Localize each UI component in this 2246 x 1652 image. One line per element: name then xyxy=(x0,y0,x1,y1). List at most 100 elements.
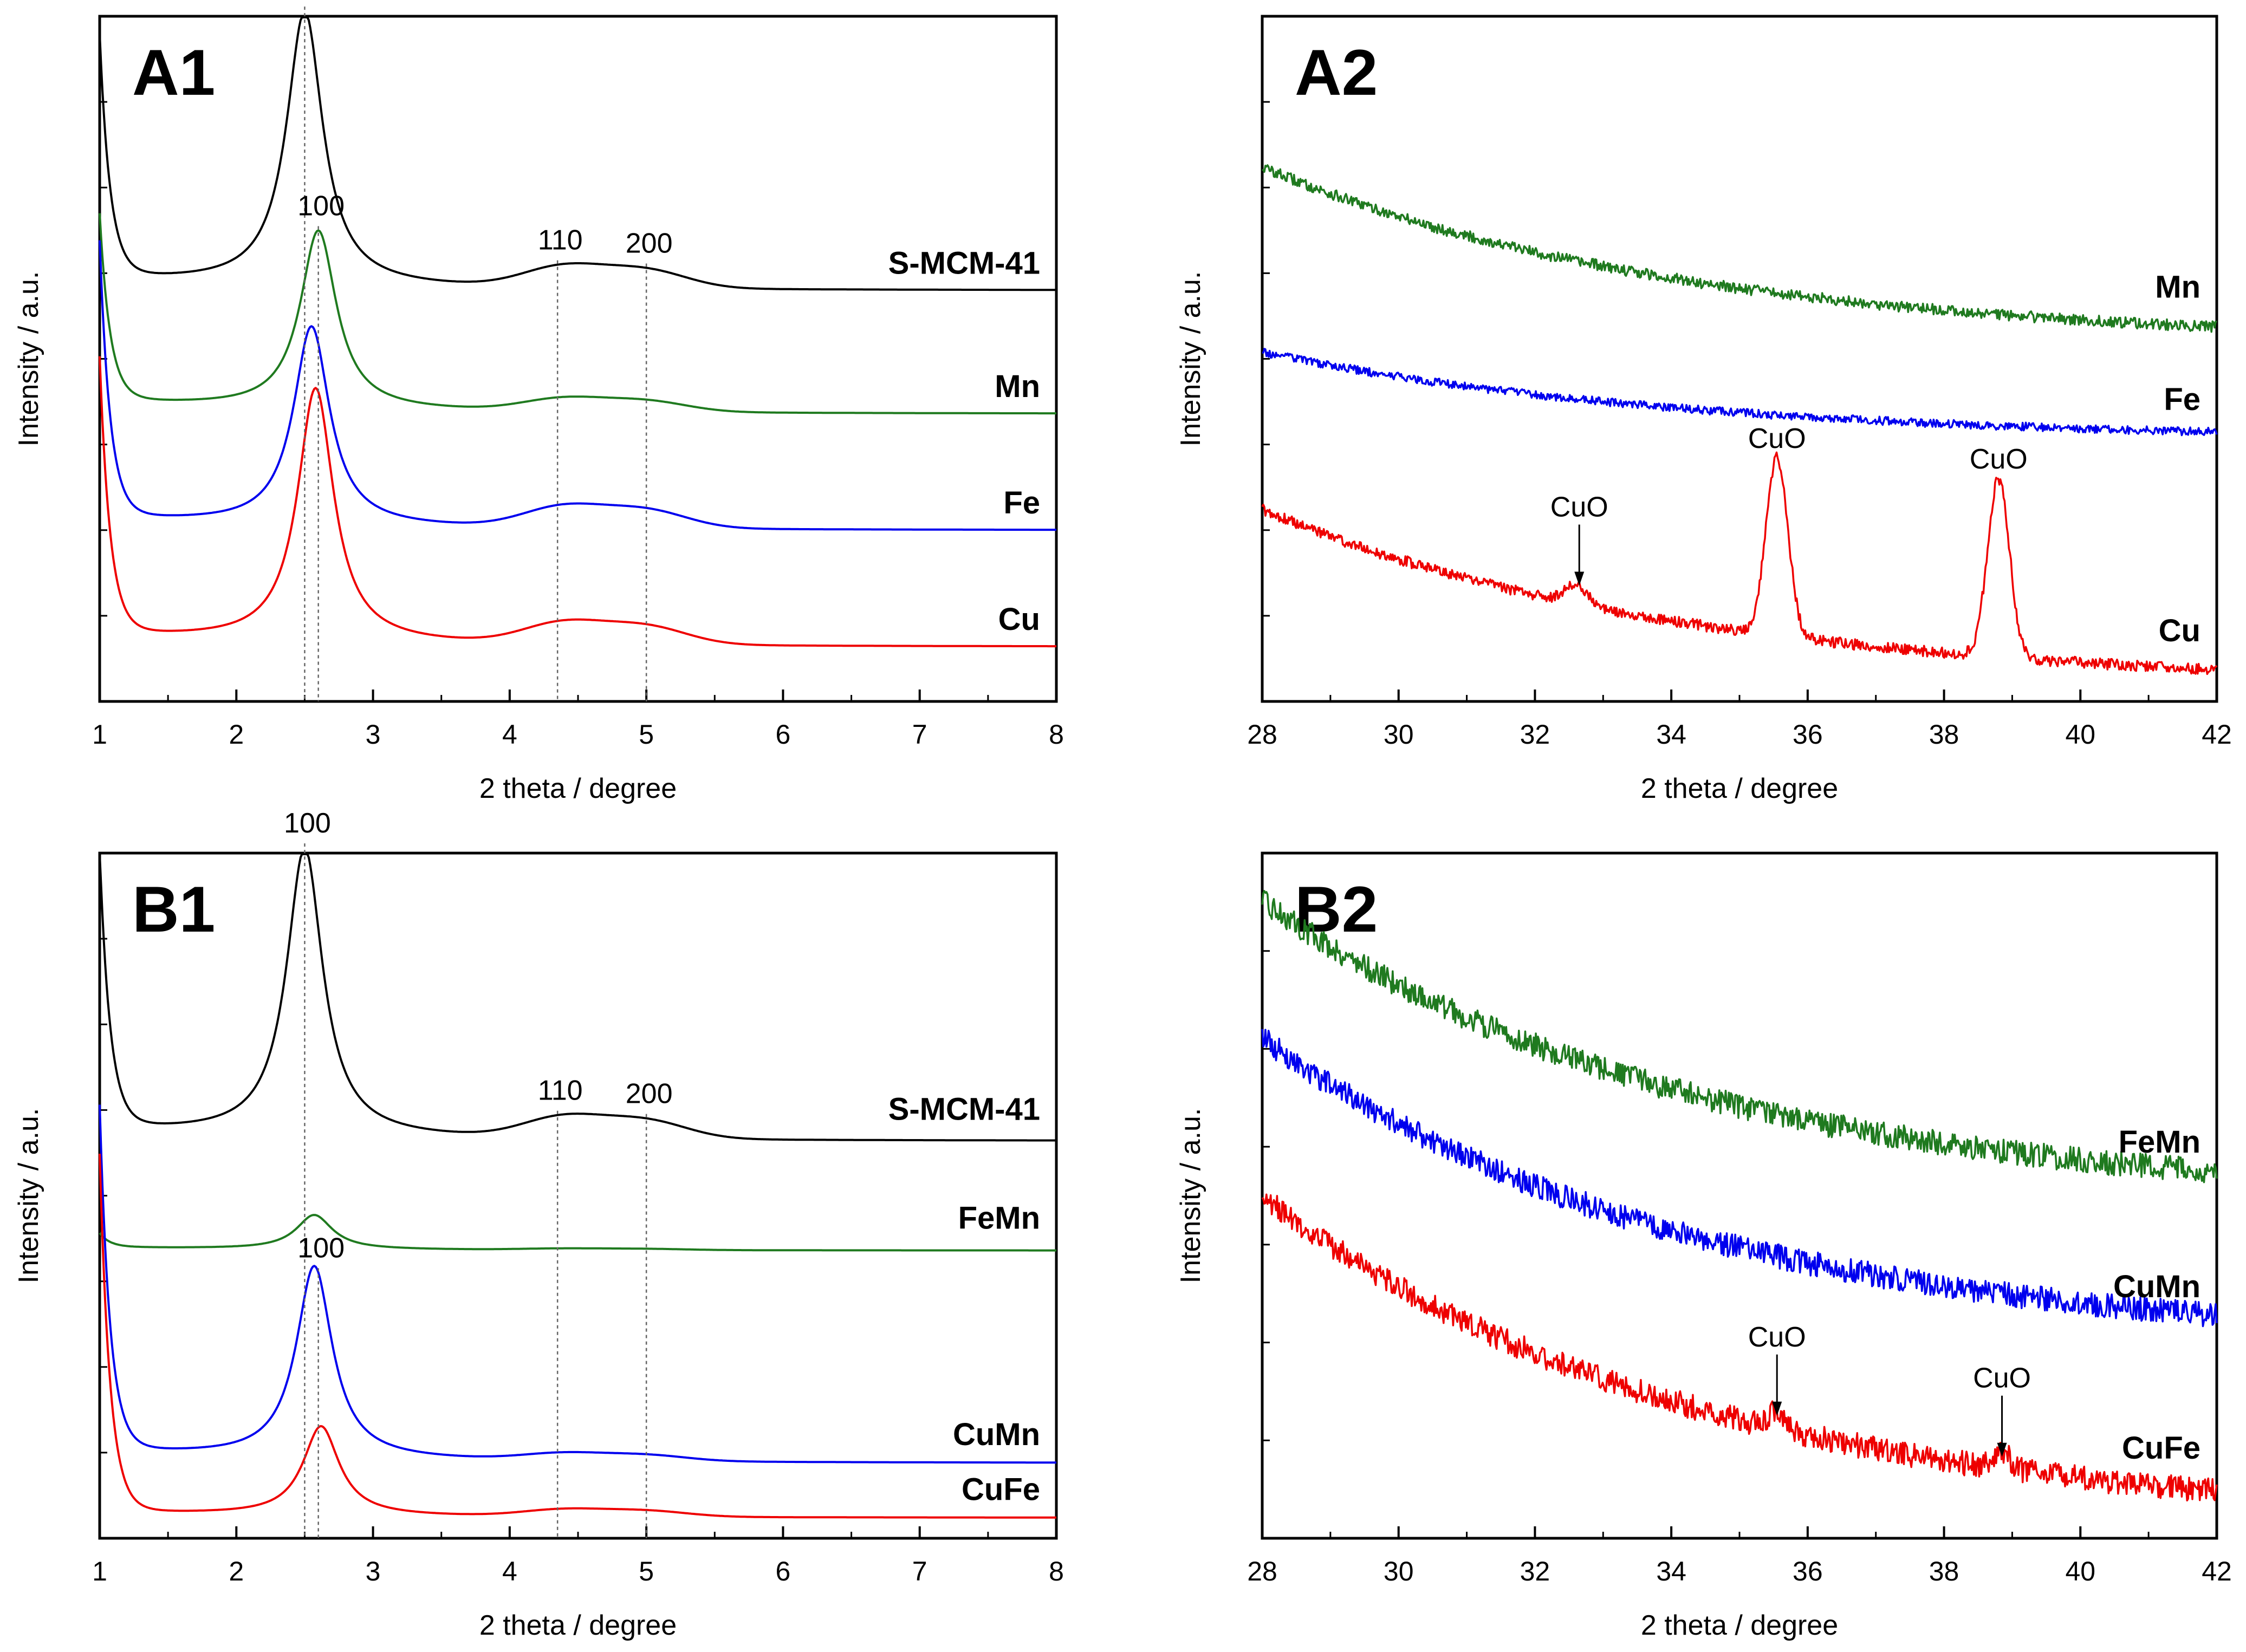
x-tick-label: 32 xyxy=(1520,719,1550,750)
panel-label: A1 xyxy=(132,36,215,109)
plot-frame xyxy=(98,15,1058,703)
peak-index-label: 100 xyxy=(297,190,345,222)
series-line-femn xyxy=(99,1214,1056,1252)
y-axis-title: Intensity / a.u. xyxy=(1175,271,1206,447)
x-axis-title: 2 theta / degree xyxy=(479,773,677,804)
x-tick-label: 34 xyxy=(1656,1556,1686,1586)
x-tick-label: 2 xyxy=(229,719,244,750)
cuo-peak-label: CuO xyxy=(1748,423,1806,454)
series-line-mn xyxy=(1262,164,2217,333)
series-label-cumn: CuMn xyxy=(2113,1269,2200,1304)
x-tick-label: 6 xyxy=(776,1556,791,1586)
cuo-peak-label: CuO xyxy=(1970,444,2028,475)
cuo-peak-label: CuO xyxy=(1973,1363,2031,1394)
x-tick-label: 42 xyxy=(2202,1556,2232,1586)
series-label-cumn: CuMn xyxy=(953,1417,1040,1452)
series-label-cufe: CuFe xyxy=(962,1472,1040,1507)
x-axis: 28 30 32 34 36 38 40 42 xyxy=(1247,690,2232,750)
series-line-cu xyxy=(1261,451,2218,675)
x-tick-label: 36 xyxy=(1793,719,1823,750)
x-tick-label: 7 xyxy=(912,719,927,750)
cuo-arrow-head xyxy=(1772,1401,1782,1416)
x-tick-label: 8 xyxy=(1049,719,1064,750)
x-tick-label: 40 xyxy=(2065,719,2095,750)
peak-index-label: 100 xyxy=(297,1232,345,1264)
x-tick-label: 38 xyxy=(1929,1556,1959,1586)
y-axis-title: Intensity / a.u. xyxy=(1175,1108,1206,1284)
x-tick-label: 6 xyxy=(776,719,791,750)
x-axis: 1 2 3 4 5 6 7 8 xyxy=(92,1526,1064,1586)
cuo-peak-label: CuO xyxy=(1748,1322,1806,1353)
series-label-mn: Mn xyxy=(995,369,1040,404)
cuo-arrow-head xyxy=(1574,571,1585,586)
x-tick-label: 5 xyxy=(639,719,654,750)
x-axis-title: 2 theta / degree xyxy=(479,1610,677,1641)
x-tick-label: 42 xyxy=(2202,719,2232,750)
x-tick-label: 38 xyxy=(1929,719,1959,750)
series-label-cu: Cu xyxy=(2159,613,2200,648)
peak-index-label: 200 xyxy=(626,227,673,259)
plot-frame xyxy=(1261,15,2218,703)
x-tick-label: 1 xyxy=(92,1556,107,1586)
series-line-cufe xyxy=(99,1153,1056,1519)
x-tick-label: 4 xyxy=(502,1556,517,1586)
series-label-mn: Mn xyxy=(2155,269,2200,304)
x-tick-label: 1 xyxy=(92,719,107,750)
series-label-s-mcm-41: S-MCM-41 xyxy=(888,245,1040,281)
x-tick-label: 28 xyxy=(1247,1556,1277,1586)
series-label-s-mcm-41: S-MCM-41 xyxy=(888,1092,1040,1127)
x-axis: 28 30 32 34 36 38 40 42 xyxy=(1247,1526,2232,1586)
y-axis-title: Intensity / a.u. xyxy=(13,271,44,447)
x-tick-label: 30 xyxy=(1384,719,1414,750)
series-label-fe: Fe xyxy=(2164,382,2200,417)
x-tick-label: 4 xyxy=(502,719,517,750)
series-line-mn xyxy=(99,213,1056,415)
series-label-cu: Cu xyxy=(998,602,1040,637)
series-label-femn: FeMn xyxy=(958,1201,1040,1236)
series-label-cufe: CuFe xyxy=(2122,1430,2200,1466)
panel-label: B1 xyxy=(132,873,215,946)
series-label-femn: FeMn xyxy=(2119,1124,2200,1160)
peak-index-label: 110 xyxy=(538,225,583,256)
series-line-fe xyxy=(99,240,1056,531)
series-line-s-mcm-41 xyxy=(99,16,1056,291)
x-tick-label: 32 xyxy=(1520,1556,1550,1586)
x-tick-label: 40 xyxy=(2065,1556,2095,1586)
x-tick-label: 2 xyxy=(229,1556,244,1586)
plot-frame xyxy=(1261,851,2218,1540)
x-tick-label: 28 xyxy=(1247,719,1277,750)
x-axis: 1 2 3 4 5 6 7 8 xyxy=(92,690,1064,750)
peak-index-label: 110 xyxy=(538,1075,583,1107)
series-line-s-mcm-41 xyxy=(99,853,1056,1142)
series-label-fe: Fe xyxy=(1003,485,1040,521)
series-line-cufe xyxy=(1261,1193,2218,1502)
x-tick-label: 30 xyxy=(1384,1556,1414,1586)
panel-label: A2 xyxy=(1295,36,1378,109)
series-line-cu xyxy=(99,356,1056,648)
cuo-arrow-head xyxy=(1997,1442,2007,1457)
series-line-cumn xyxy=(1261,1029,2218,1328)
x-tick-label: 36 xyxy=(1793,1556,1823,1586)
x-tick-label: 8 xyxy=(1049,1556,1064,1586)
panel-a2: A2 28 30 32 34 36 38 40 42 2 theta / degree Intens… xyxy=(1175,15,2232,804)
y-axis-title: Intensity / a.u. xyxy=(13,1108,44,1284)
peak-index-label: 100 xyxy=(284,0,331,2)
x-tick-label: 34 xyxy=(1656,719,1686,750)
x-tick-label: 5 xyxy=(639,1556,654,1586)
peak-index-label: 100 xyxy=(284,808,331,839)
peak-index-label: 200 xyxy=(626,1078,673,1110)
series-line-femn xyxy=(1261,890,2218,1183)
panel-a1: A1 1 2 3 4 5 6 7 8 2 theta / degree Intensity / a.… xyxy=(13,0,1064,804)
x-axis-title: 2 theta / degree xyxy=(1641,773,1838,804)
plot-frame xyxy=(98,851,1058,1540)
x-tick-label: 3 xyxy=(366,1556,381,1586)
cuo-peak-label: CuO xyxy=(1550,491,1608,523)
x-tick-label: 7 xyxy=(912,1556,927,1586)
x-axis-title: 2 theta / degree xyxy=(1641,1610,1838,1641)
x-tick-label: 3 xyxy=(366,719,381,750)
series-line-cumn xyxy=(99,1104,1056,1464)
panel-b1: B1 1 2 3 4 5 6 7 8 2 theta / degree Intensity / a.… xyxy=(13,808,1064,1641)
series-line-fe xyxy=(1262,348,2218,437)
